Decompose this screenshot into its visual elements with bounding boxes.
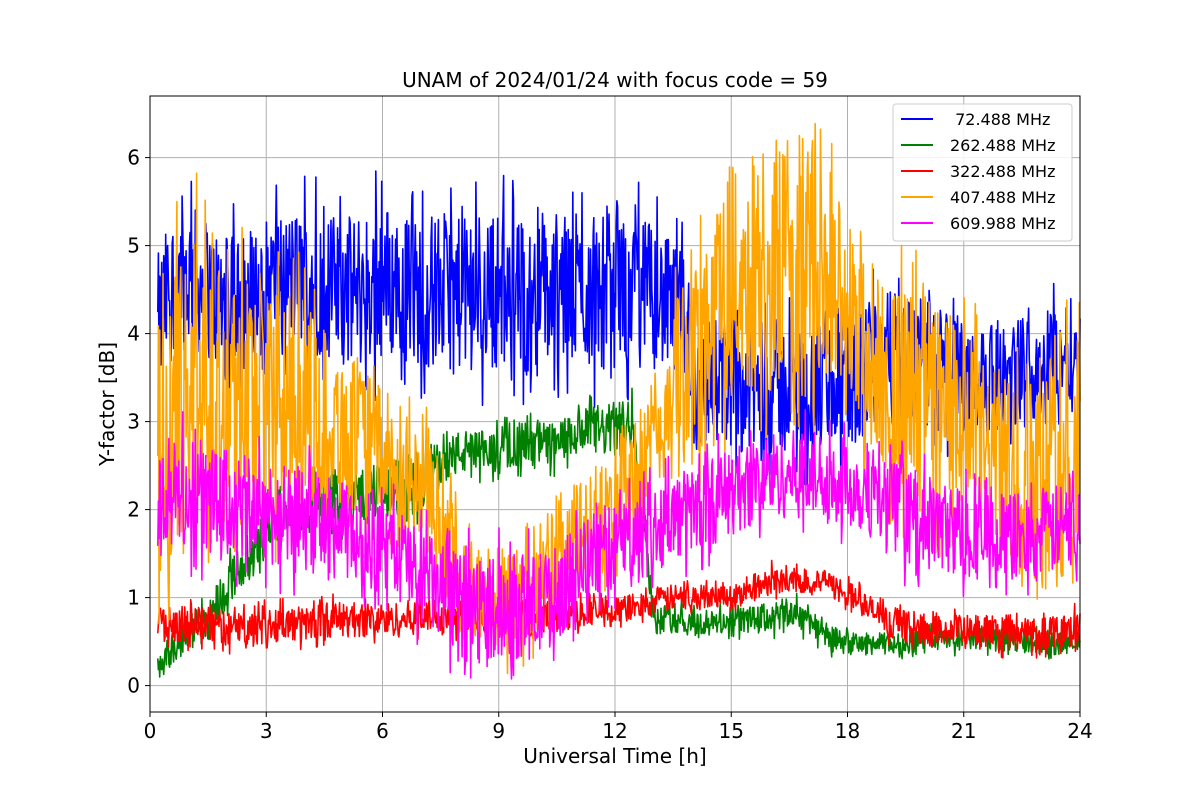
y-axis-label: Y-factor [dB]	[95, 342, 119, 467]
series-line-2	[157, 559, 1081, 659]
series-layer	[157, 122, 1081, 680]
legend-label-0: 72.488 MHz	[950, 110, 1050, 129]
x-tick-label-8: 24	[1067, 719, 1092, 743]
legend-label-2: 322.488 MHz	[950, 162, 1055, 181]
y-tick-label-6: 6	[127, 146, 140, 170]
y-tick-label-5: 5	[127, 234, 140, 258]
chart-title: UNAM of 2024/01/24 with focus code = 59	[402, 68, 828, 92]
x-tick-label-4: 12	[602, 719, 627, 743]
y-tick-label-1: 1	[127, 586, 140, 610]
x-tick-label-3: 9	[492, 719, 505, 743]
x-tick-label-7: 21	[951, 719, 976, 743]
legend-label-3: 407.488 MHz	[950, 188, 1055, 207]
x-tick-label-6: 18	[835, 719, 860, 743]
legend-label-4: 609.988 MHz	[950, 214, 1055, 233]
x-tick-label-5: 15	[719, 719, 744, 743]
x-tick-label-1: 3	[260, 719, 273, 743]
x-tick-label-2: 6	[376, 719, 389, 743]
series-line-4	[157, 409, 1081, 680]
y-tick-label-2: 2	[127, 498, 140, 522]
legend: 72.488 MHz 262.488 MHz 322.488 MHz 407.488 …	[892, 103, 1073, 242]
x-axis-label: Universal Time [h]	[523, 744, 706, 768]
y-tick-label-0: 0	[127, 674, 140, 698]
y-tick-label-3: 3	[127, 410, 140, 434]
y-tick-label-4: 4	[127, 322, 140, 346]
x-tick-label-0: 0	[144, 719, 157, 743]
legend-label-1: 262.488 MHz	[950, 136, 1055, 155]
legend-box	[892, 103, 1073, 242]
